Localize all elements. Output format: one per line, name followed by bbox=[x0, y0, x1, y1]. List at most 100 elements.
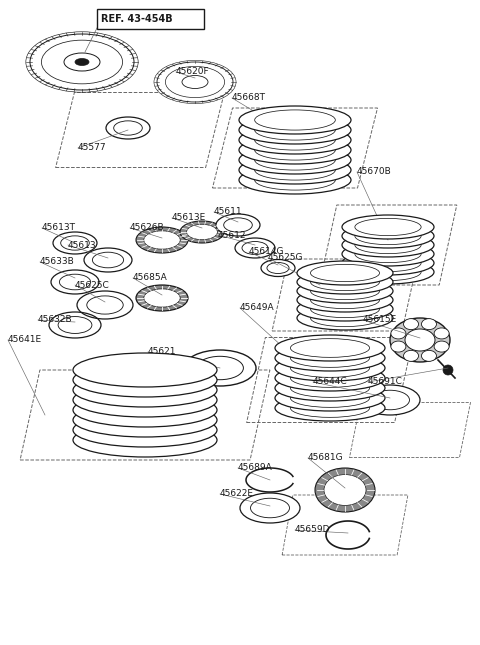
Ellipse shape bbox=[421, 350, 436, 361]
Ellipse shape bbox=[297, 288, 393, 312]
Ellipse shape bbox=[239, 166, 351, 194]
Ellipse shape bbox=[77, 291, 133, 319]
Ellipse shape bbox=[342, 224, 434, 248]
Text: 45613E: 45613E bbox=[172, 213, 206, 223]
Ellipse shape bbox=[165, 66, 225, 97]
Text: 45649A: 45649A bbox=[240, 304, 275, 312]
Text: 45632B: 45632B bbox=[38, 315, 72, 324]
Text: 45622E: 45622E bbox=[220, 490, 254, 499]
Ellipse shape bbox=[53, 232, 97, 254]
Ellipse shape bbox=[360, 385, 420, 415]
Ellipse shape bbox=[184, 350, 256, 386]
Ellipse shape bbox=[275, 385, 385, 411]
Ellipse shape bbox=[106, 117, 150, 139]
Ellipse shape bbox=[239, 126, 351, 154]
Ellipse shape bbox=[216, 214, 260, 236]
Text: REF. 43-454B: REF. 43-454B bbox=[101, 14, 173, 24]
Ellipse shape bbox=[391, 341, 406, 352]
Ellipse shape bbox=[297, 297, 393, 321]
Ellipse shape bbox=[342, 260, 434, 284]
Text: 45641E: 45641E bbox=[8, 335, 42, 344]
Ellipse shape bbox=[404, 319, 419, 330]
Text: 45633B: 45633B bbox=[40, 257, 75, 266]
Ellipse shape bbox=[297, 306, 393, 330]
Text: 45620F: 45620F bbox=[176, 68, 210, 77]
Ellipse shape bbox=[235, 238, 275, 258]
Ellipse shape bbox=[239, 106, 351, 134]
Ellipse shape bbox=[136, 285, 188, 311]
Ellipse shape bbox=[84, 248, 132, 272]
Ellipse shape bbox=[324, 475, 366, 506]
Ellipse shape bbox=[73, 383, 217, 417]
Ellipse shape bbox=[30, 34, 134, 90]
Ellipse shape bbox=[73, 403, 217, 437]
Ellipse shape bbox=[443, 365, 453, 375]
Ellipse shape bbox=[144, 289, 180, 307]
Ellipse shape bbox=[297, 261, 393, 285]
Text: 45613T: 45613T bbox=[42, 224, 76, 232]
Ellipse shape bbox=[180, 221, 224, 243]
Ellipse shape bbox=[275, 365, 385, 391]
Ellipse shape bbox=[73, 413, 217, 447]
Ellipse shape bbox=[342, 242, 434, 266]
Text: 45613: 45613 bbox=[68, 241, 96, 250]
Text: 45659D: 45659D bbox=[295, 526, 331, 535]
Text: 45612: 45612 bbox=[218, 230, 247, 239]
Text: 45689A: 45689A bbox=[238, 464, 273, 473]
Text: 45625G: 45625G bbox=[268, 253, 303, 263]
Ellipse shape bbox=[261, 259, 295, 277]
Ellipse shape bbox=[75, 59, 89, 66]
Ellipse shape bbox=[154, 61, 236, 104]
Ellipse shape bbox=[73, 363, 217, 397]
Text: 45625C: 45625C bbox=[75, 281, 110, 290]
Text: 45670B: 45670B bbox=[357, 168, 392, 177]
Text: 45621: 45621 bbox=[148, 348, 177, 357]
Ellipse shape bbox=[182, 75, 208, 88]
Ellipse shape bbox=[73, 423, 217, 457]
Ellipse shape bbox=[239, 156, 351, 184]
Ellipse shape bbox=[239, 136, 351, 164]
Ellipse shape bbox=[239, 116, 351, 144]
Text: 45681G: 45681G bbox=[308, 453, 344, 462]
Ellipse shape bbox=[434, 341, 449, 352]
Text: 45577: 45577 bbox=[78, 143, 107, 152]
Ellipse shape bbox=[240, 493, 300, 523]
Text: 45611: 45611 bbox=[214, 208, 242, 217]
Ellipse shape bbox=[187, 224, 217, 240]
Ellipse shape bbox=[275, 335, 385, 361]
Ellipse shape bbox=[434, 328, 449, 339]
Text: 45691C: 45691C bbox=[368, 377, 403, 386]
FancyBboxPatch shape bbox=[97, 9, 204, 29]
Ellipse shape bbox=[315, 468, 375, 512]
Text: 45614G: 45614G bbox=[249, 248, 285, 257]
Ellipse shape bbox=[275, 355, 385, 381]
Ellipse shape bbox=[342, 215, 434, 239]
Ellipse shape bbox=[342, 233, 434, 257]
Text: 45644C: 45644C bbox=[313, 377, 348, 386]
Ellipse shape bbox=[275, 345, 385, 371]
Ellipse shape bbox=[342, 251, 434, 275]
Ellipse shape bbox=[421, 319, 436, 330]
Text: 45615E: 45615E bbox=[363, 315, 397, 324]
Ellipse shape bbox=[73, 393, 217, 427]
Ellipse shape bbox=[51, 270, 99, 294]
Ellipse shape bbox=[64, 53, 100, 71]
Ellipse shape bbox=[390, 318, 450, 362]
Ellipse shape bbox=[26, 32, 138, 92]
Ellipse shape bbox=[297, 270, 393, 294]
Text: 45626B: 45626B bbox=[130, 224, 165, 232]
Ellipse shape bbox=[391, 328, 406, 339]
Ellipse shape bbox=[157, 62, 233, 102]
Ellipse shape bbox=[73, 373, 217, 407]
Ellipse shape bbox=[73, 353, 217, 387]
Ellipse shape bbox=[41, 40, 122, 84]
Ellipse shape bbox=[297, 279, 393, 303]
Text: 45685A: 45685A bbox=[133, 273, 168, 283]
Ellipse shape bbox=[136, 227, 188, 253]
Ellipse shape bbox=[275, 395, 385, 421]
Ellipse shape bbox=[239, 146, 351, 174]
Text: 45668T: 45668T bbox=[232, 94, 266, 103]
Ellipse shape bbox=[405, 329, 435, 351]
Ellipse shape bbox=[404, 350, 419, 361]
Ellipse shape bbox=[144, 231, 180, 249]
